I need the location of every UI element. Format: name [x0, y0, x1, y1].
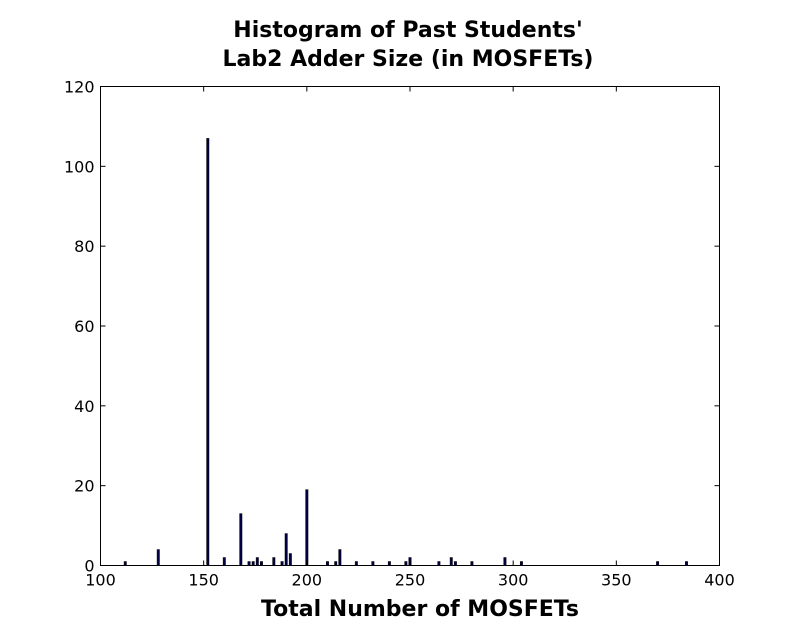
x-tick-label: 350 [601, 571, 632, 590]
histogram-bar [259, 561, 263, 566]
histogram-bar [305, 489, 309, 566]
histogram-bar [239, 513, 243, 566]
y-tick-label: 0 [84, 557, 94, 576]
x-tick-label: 250 [395, 571, 426, 590]
x-tick-label: 200 [292, 571, 323, 590]
histogram-bar [387, 561, 391, 566]
histogram-bar [284, 533, 288, 566]
histogram-bar [519, 561, 523, 566]
histogram-bar [449, 557, 453, 566]
y-tick-label: 60 [74, 317, 94, 336]
y-tick-label: 20 [74, 477, 94, 496]
y-tick-label: 40 [74, 397, 94, 416]
y-tick-label: 80 [74, 237, 94, 256]
x-axis-ticks: 100 150 200 250 300 350 400 [85, 86, 735, 590]
histogram-bar [685, 561, 688, 566]
histogram-bar [354, 561, 358, 566]
histogram-bar [206, 138, 210, 566]
x-tick-label: 300 [498, 571, 529, 590]
x-axis-label: Total Number of MOSFETs [261, 597, 579, 622]
plot-area [100, 86, 720, 566]
bars-group [123, 138, 688, 566]
x-tick-label: 100 [85, 571, 116, 590]
histogram-bar [470, 561, 474, 566]
y-tick-label: 120 [64, 78, 95, 97]
x-tick-label: 400 [704, 571, 735, 590]
histogram-bar [156, 549, 160, 566]
chart-title-line-2: Lab2 Adder Size (in MOSFETs) [223, 47, 594, 72]
histogram-bar [404, 561, 408, 566]
histogram-bar [272, 557, 276, 566]
histogram-bar [222, 557, 226, 566]
histogram-bar [656, 561, 660, 566]
histogram-bar [334, 561, 338, 566]
histogram-bar [280, 561, 284, 566]
histogram-bar [326, 561, 329, 566]
y-axis-ticks: 0 20 40 60 80 100 120 [64, 78, 720, 576]
histogram-bar [338, 549, 342, 566]
histogram-bar [503, 557, 507, 566]
histogram-bar [453, 561, 457, 566]
histogram-bar [247, 561, 251, 566]
x-tick-label: 150 [188, 571, 219, 590]
histogram-bar [251, 561, 255, 566]
histogram-bar [437, 561, 441, 566]
histogram-bar [123, 561, 127, 566]
y-tick-label: 100 [64, 157, 95, 176]
histogram-bar [288, 553, 292, 566]
chart-title-line-1: Histogram of Past Students' [233, 18, 582, 43]
histogram-bar [255, 557, 259, 566]
histogram-bar [371, 561, 375, 566]
